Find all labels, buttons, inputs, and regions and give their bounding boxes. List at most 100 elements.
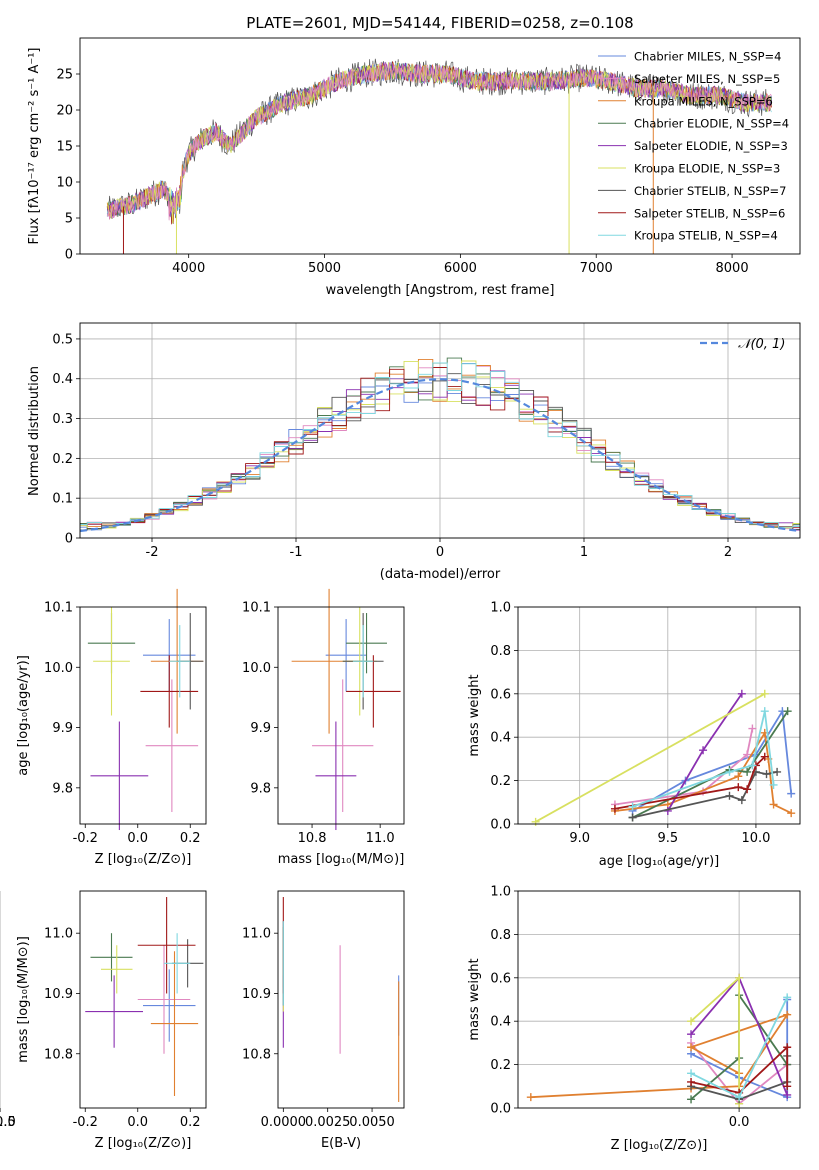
axes-frame bbox=[79, 890, 207, 1109]
x-tick-label: −1.0 bbox=[0, 1115, 16, 1130]
y-tick-label: 0 bbox=[65, 532, 73, 547]
y-axis-label: Flux [fλ10⁻¹⁷ erg cm⁻² s⁻¹ A⁻¹] bbox=[27, 48, 42, 245]
mass-weight-line-5 bbox=[535, 693, 766, 823]
mass-weight-marker bbox=[687, 1017, 696, 1026]
mass-weight-marker bbox=[735, 973, 744, 982]
x-axis-label: wavelength [Angstrom, rest frame] bbox=[326, 283, 555, 298]
y-tick-label: 10.0 bbox=[242, 661, 271, 676]
x-tick-label: 8000 bbox=[716, 261, 749, 276]
y-tick-label: 0.6 bbox=[490, 687, 511, 702]
y-tick-label: 10.9 bbox=[242, 987, 271, 1002]
mass-weight-marker bbox=[687, 1069, 696, 1078]
y-tick-label: 0.1 bbox=[52, 492, 73, 507]
mass-weight-marker bbox=[737, 689, 746, 698]
mass-weight-marker bbox=[748, 724, 757, 733]
histogram-6 bbox=[80, 373, 800, 531]
axes-frame bbox=[517, 606, 801, 825]
legend-entry: Kroupa STELIB, N_SSP=4 bbox=[634, 229, 778, 243]
x-tick-label: 9.0 bbox=[569, 831, 590, 846]
y-tick-label: 10.9 bbox=[44, 987, 73, 1002]
mass-weight-line-3 bbox=[632, 710, 789, 819]
mass-weight-line-2 bbox=[530, 1012, 790, 1099]
y-axis-label: age [log₁₀(age/yr)] bbox=[16, 655, 31, 776]
y-tick-label: 0.8 bbox=[490, 928, 511, 943]
x-tick-label: 0.0050 bbox=[349, 1115, 395, 1130]
mass-weight-marker bbox=[783, 1043, 792, 1052]
x-tick-label: 0.0 bbox=[127, 1115, 148, 1130]
mass-weight-marker bbox=[743, 750, 752, 759]
y-tick-label: 0.5 bbox=[52, 332, 73, 347]
mass-weight-marker bbox=[687, 1043, 696, 1052]
legend-entry: Kroupa ELODIE, N_SSP=3 bbox=[634, 162, 780, 176]
plot-area bbox=[106, 58, 772, 254]
x-tick-label: 9.5 bbox=[657, 831, 678, 846]
mass-weight-marker bbox=[734, 783, 743, 792]
legend-entry: Chabrier ELODIE, N_SSP=4 bbox=[634, 117, 789, 131]
x-axis-label: Z [log₁₀(Z/Z⊙)] bbox=[95, 852, 192, 867]
mass-weight-marker bbox=[687, 1095, 696, 1104]
mass-weight-line-6 bbox=[632, 770, 778, 819]
legend-entry: Salpeter ELODIE, N_SSP=3 bbox=[634, 139, 788, 153]
y-tick-label: 15 bbox=[56, 140, 73, 155]
x-tick-label: 10.8 bbox=[298, 831, 327, 846]
mass-weight-marker bbox=[760, 689, 769, 698]
axes-frame bbox=[79, 606, 207, 825]
y-tick-label: 0.2 bbox=[490, 1058, 511, 1073]
x-tick-label: -2 bbox=[146, 545, 159, 560]
y-tick-label: 20 bbox=[56, 104, 73, 119]
histogram-7 bbox=[80, 367, 800, 528]
histogram-8 bbox=[80, 362, 800, 528]
chart-title: PLATE=2601, MJD=54144, FIBERID=0258, z=0… bbox=[246, 14, 633, 32]
x-axis-label: Z [log₁₀(Z/Z⊙)] bbox=[611, 1138, 708, 1153]
y-tick-label: 9.9 bbox=[52, 721, 73, 736]
x-axis-label: Z [log₁₀(Z/Z⊙)] bbox=[95, 1136, 192, 1151]
x-tick-label: 0.2 bbox=[180, 1115, 201, 1130]
y-tick-label: 11.0 bbox=[44, 927, 73, 942]
y-tick-label: 0.8 bbox=[490, 644, 511, 659]
mass-weight-marker bbox=[748, 761, 757, 770]
y-tick-label: 9.8 bbox=[250, 781, 271, 796]
x-tick-label: -1 bbox=[290, 545, 303, 560]
mass-weight-marker bbox=[610, 804, 619, 813]
mass-weight-marker bbox=[699, 746, 708, 755]
mass-weight-vs-age-axes: 9.0 9.5 10.0 0.0 0.2 0.4 0.6 0.8 1.0 bbox=[490, 601, 801, 846]
mass-weight-marker bbox=[783, 1010, 792, 1019]
axes-frame bbox=[79, 37, 801, 255]
mass-weight-marker bbox=[725, 791, 734, 800]
spectrum-line-1 bbox=[106, 61, 772, 221]
y-tick-label: 11.0 bbox=[242, 927, 271, 942]
mass-weight-marker bbox=[743, 785, 752, 794]
mass-weight-marker bbox=[773, 767, 782, 776]
plot-area bbox=[282, 897, 400, 1102]
axes-frame bbox=[79, 322, 801, 539]
x-tick-label: 2 bbox=[724, 545, 732, 560]
y-tick-label: 0.4 bbox=[490, 1015, 511, 1030]
plot-area bbox=[87, 588, 204, 831]
mass-weight-marker bbox=[743, 767, 752, 776]
legend-entry: 𝒩(0, 1) bbox=[738, 337, 785, 352]
mass-weight-marker bbox=[769, 800, 778, 809]
mass-weight-marker bbox=[687, 1077, 696, 1086]
legend-entry: Kroupa MILES, N_SSP=6 bbox=[634, 94, 773, 108]
y-tick-label: 9.9 bbox=[250, 721, 271, 736]
mass-weight-marker bbox=[769, 780, 778, 789]
y-tick-label: 10.8 bbox=[44, 1047, 73, 1062]
x-tick-label: 1 bbox=[580, 545, 588, 560]
y-tick-label: 10.0 bbox=[44, 661, 73, 676]
legend-entry: Salpeter MILES, N_SSP=5 bbox=[634, 72, 780, 86]
plot-area bbox=[291, 588, 401, 831]
mass-weight-marker bbox=[687, 1030, 696, 1039]
y-tick-label: 10.8 bbox=[242, 1047, 271, 1062]
x-tick-label: 0.0000 bbox=[261, 1115, 307, 1130]
x-tick-label: 0.2 bbox=[180, 831, 201, 846]
mass-weight-marker bbox=[783, 1082, 792, 1091]
y-tick-label: 0.3 bbox=[52, 412, 73, 427]
x-tick-label: 6000 bbox=[444, 261, 477, 276]
mass-weight-marker bbox=[628, 813, 637, 822]
x-tick-label: 10.0 bbox=[741, 831, 770, 846]
mass-weight-marker bbox=[628, 802, 637, 811]
mass-weight-vs-metallicity-axes: −1.0−0.5 0.0 0.0 0.2 0.4 0.6 0.8 1.0 bbox=[0, 885, 801, 1130]
y-tick-label: 10 bbox=[56, 176, 73, 191]
